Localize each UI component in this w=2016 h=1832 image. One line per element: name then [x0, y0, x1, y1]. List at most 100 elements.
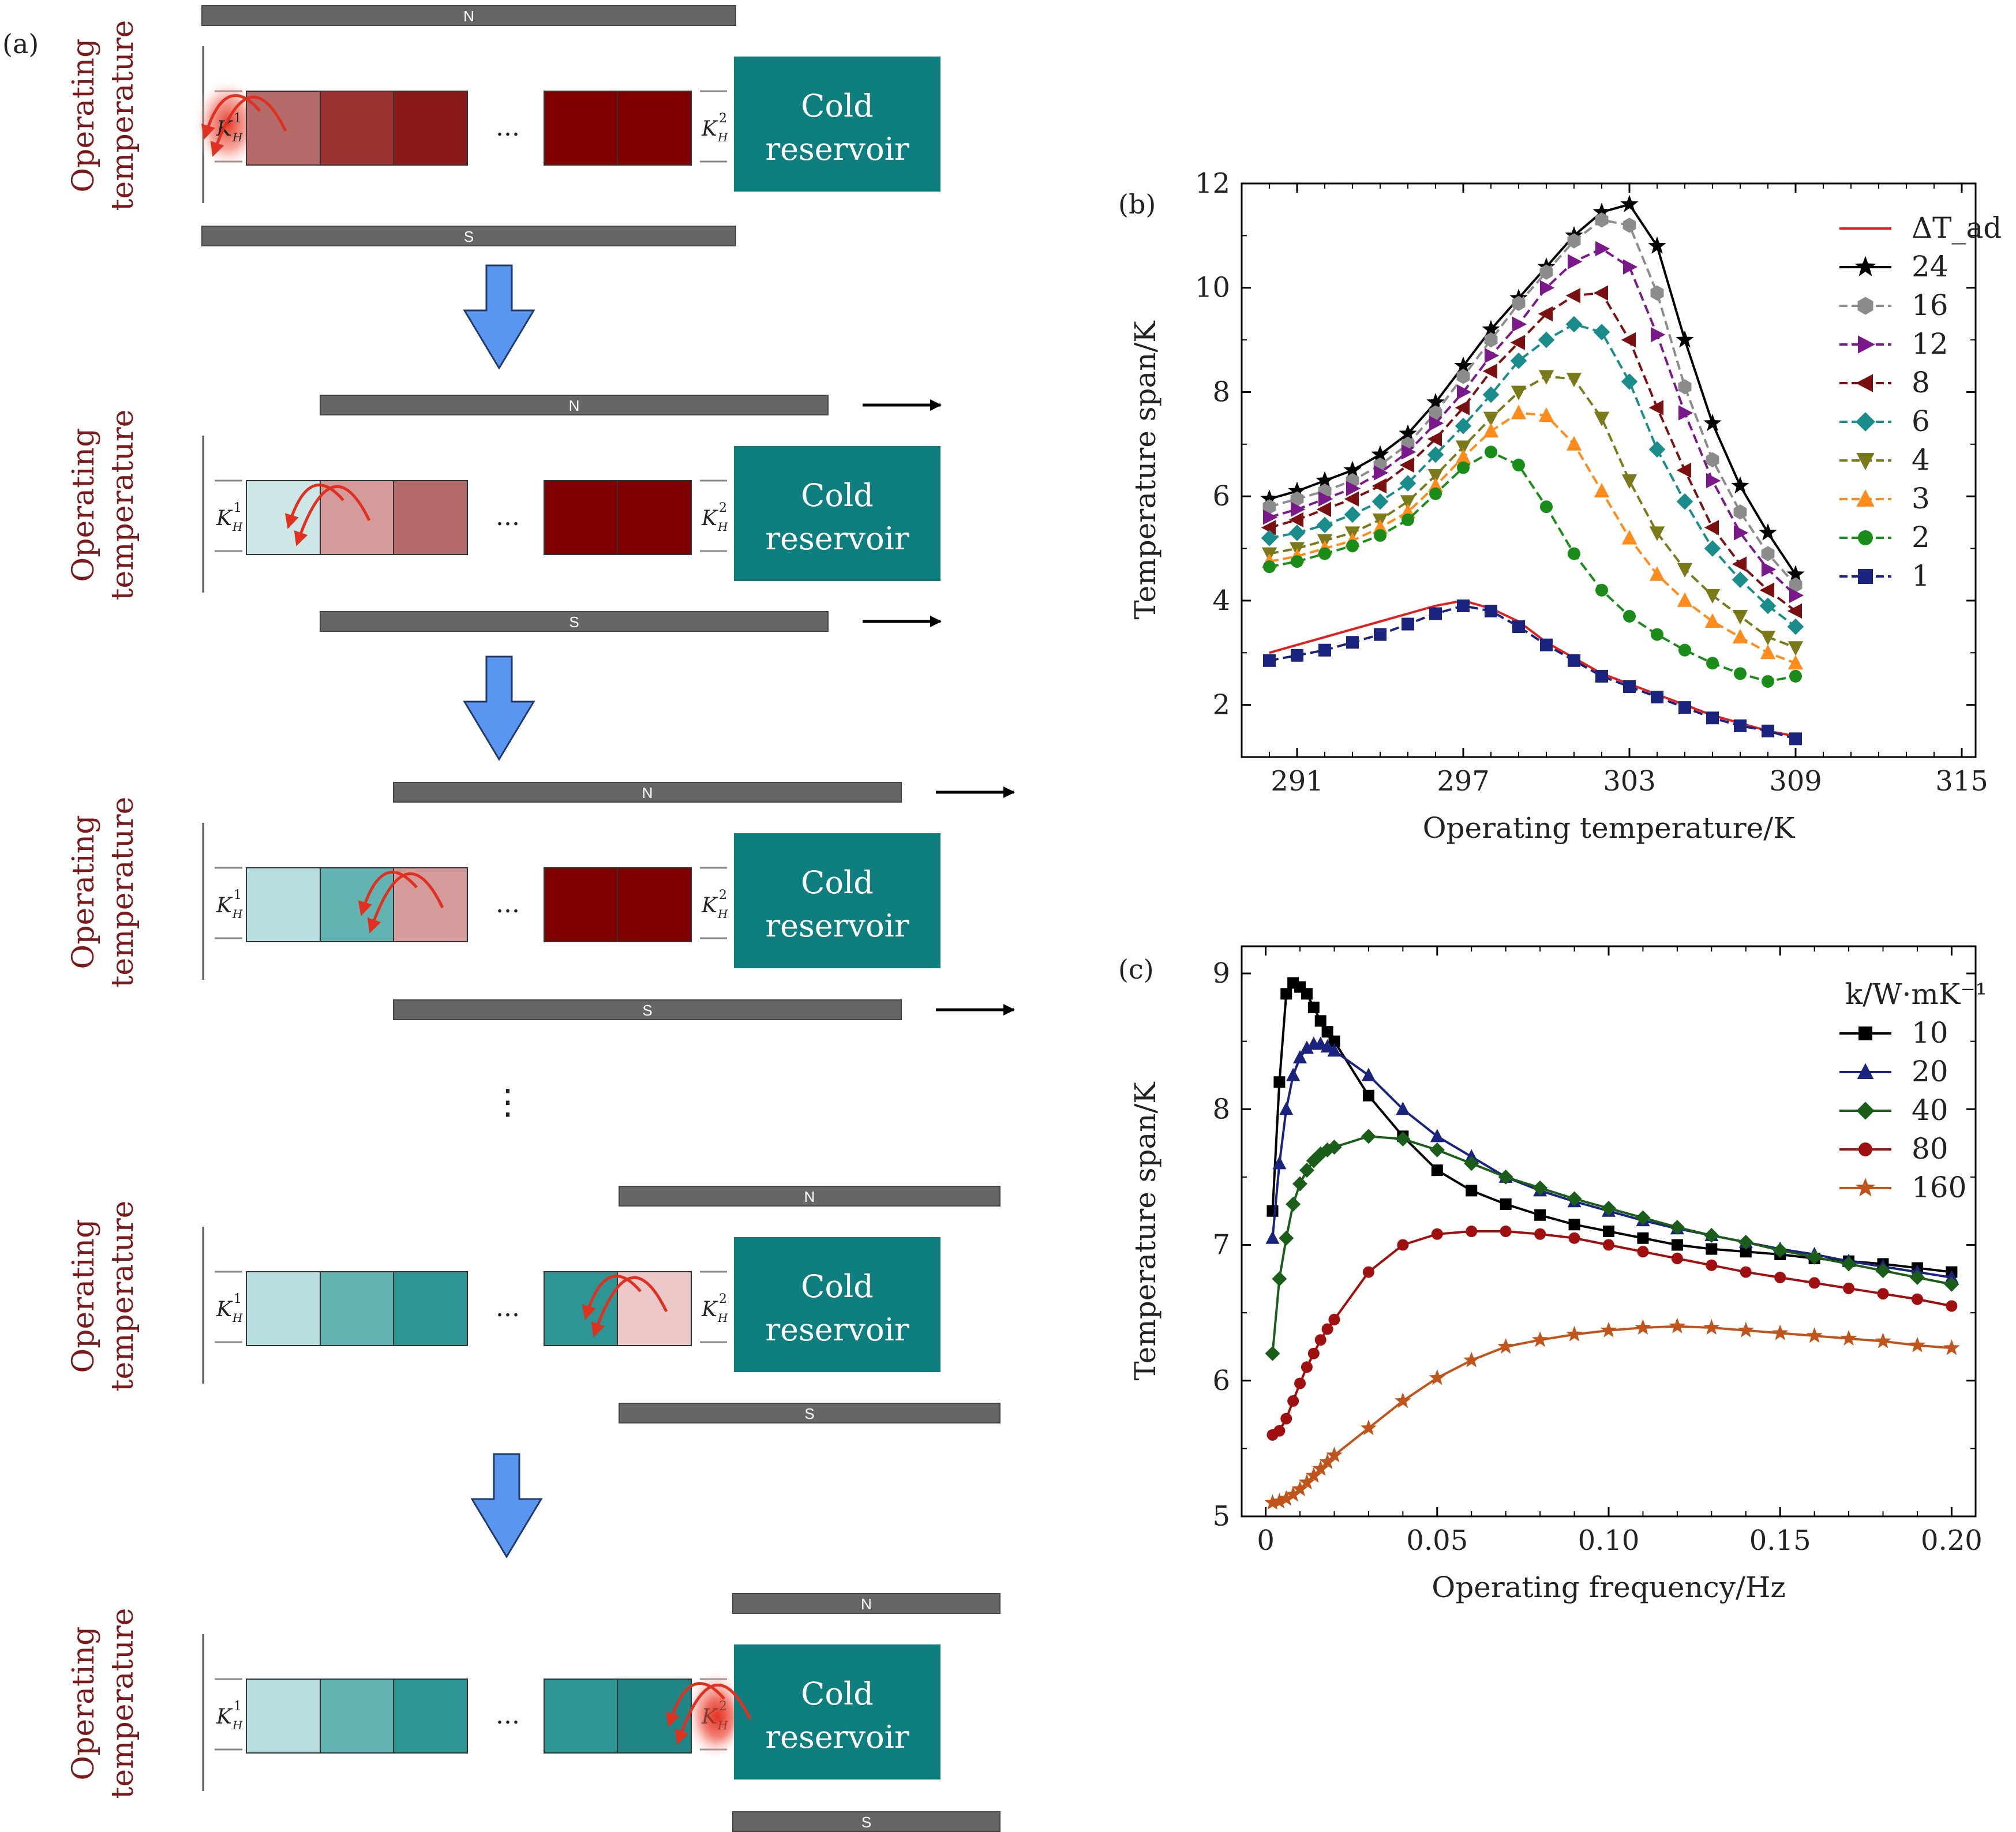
series-6 — [1261, 316, 1804, 635]
data-point — [1531, 1331, 1549, 1347]
panel-c-label: (c) — [1118, 954, 1154, 985]
data-point — [1291, 649, 1303, 662]
data-point — [1399, 457, 1414, 473]
data-point — [1316, 516, 1333, 534]
operating-temperature-label: Operating — [66, 815, 101, 969]
data-point — [1305, 1467, 1322, 1483]
data-point — [1288, 481, 1306, 499]
data-point — [1703, 1319, 1720, 1335]
data-point — [1301, 988, 1313, 1000]
data-point — [1402, 513, 1414, 526]
heat-flow-arrow — [201, 94, 261, 140]
k-right-label: K — [701, 1298, 718, 1321]
data-point — [1344, 491, 1359, 507]
magnet-south-label: S — [861, 1814, 871, 1831]
data-point — [1620, 194, 1639, 212]
data-point — [1637, 1246, 1649, 1258]
k-right-label: K — [701, 507, 718, 530]
data-point — [1455, 400, 1470, 415]
operating-temperature-label: temperature — [106, 20, 140, 211]
data-point — [1856, 412, 1875, 432]
k-right-sub: H — [717, 130, 728, 144]
data-point — [1648, 441, 1666, 458]
data-point — [1732, 556, 1747, 572]
data-point — [1307, 1001, 1320, 1013]
data-point — [1263, 654, 1276, 667]
data-point — [1265, 1230, 1280, 1244]
y-tick-label: 8 — [1212, 1093, 1230, 1125]
process-arrow-down — [463, 655, 535, 761]
data-point — [1314, 1015, 1326, 1027]
cold-reservoir-label: Cold — [801, 1268, 874, 1305]
data-point — [1271, 1493, 1288, 1509]
data-point — [1264, 1494, 1281, 1510]
data-point — [1371, 445, 1389, 463]
data-point — [1677, 592, 1693, 607]
data-point — [1430, 1129, 1444, 1142]
data-point — [1877, 1288, 1889, 1300]
data-point — [1568, 654, 1580, 667]
operating-temperature-label: temperature — [106, 1608, 140, 1799]
y-tick-label: 6 — [1212, 480, 1230, 512]
series-2 — [1263, 445, 1802, 688]
data-point — [1272, 1271, 1287, 1287]
regenerator-cell — [320, 480, 395, 555]
data-point — [1704, 589, 1721, 604]
data-point — [1326, 1447, 1343, 1463]
data-point — [1534, 1209, 1546, 1221]
magnet-south-label: S — [464, 228, 474, 245]
data-point — [1280, 1413, 1292, 1425]
legend-entry: 16 — [1839, 289, 1948, 322]
data-point — [1374, 628, 1387, 641]
data-point — [1427, 469, 1444, 484]
data-point — [1731, 476, 1749, 494]
series-line — [1269, 203, 1797, 575]
data-point — [1457, 384, 1472, 400]
data-point — [1843, 1282, 1855, 1294]
data-point — [1395, 1392, 1411, 1408]
data-point — [1566, 372, 1582, 388]
regenerator-cell — [544, 1271, 619, 1346]
vertical-ellipsis: ⋮ — [490, 1082, 525, 1122]
data-point — [1651, 327, 1666, 343]
data-point — [1316, 501, 1331, 517]
legend-label: 3 — [1912, 482, 1930, 515]
magnet-south-label: S — [804, 1405, 814, 1422]
regenerator-cell — [320, 91, 395, 166]
k-right-sup: 2 — [719, 111, 727, 126]
data-point — [1314, 1334, 1326, 1346]
heat-flow-arrow — [665, 1682, 725, 1728]
cycle-stage: OperatingtemperatureK1HK2H...Coldreservo… — [66, 1593, 1000, 1832]
magnet-south-label: S — [642, 1002, 652, 1019]
x-tick-label: 297 — [1437, 765, 1490, 797]
data-point — [1485, 348, 1500, 364]
cold-reservoir — [734, 446, 940, 581]
data-point — [1265, 1346, 1280, 1361]
data-point — [1482, 386, 1500, 403]
data-point — [1568, 254, 1583, 269]
legend-entry: 4 — [1839, 443, 1930, 477]
magnet-north-label: N — [569, 397, 580, 414]
data-point — [1706, 1259, 1718, 1271]
data-point — [1621, 530, 1637, 545]
data-point — [1427, 431, 1442, 447]
data-point — [1538, 331, 1555, 349]
data-point — [1318, 643, 1331, 657]
series-line — [1269, 291, 1797, 612]
data-point — [1595, 583, 1608, 597]
legend-label: 24 — [1912, 250, 1948, 283]
data-point — [1327, 1043, 1341, 1057]
data-point — [1651, 628, 1663, 641]
data-point — [1328, 1313, 1340, 1325]
data-point — [1732, 610, 1748, 625]
data-point — [1293, 1050, 1307, 1063]
legend-label: 2 — [1912, 520, 1930, 554]
data-point — [1426, 393, 1445, 410]
data-point — [1372, 493, 1389, 510]
data-point — [1568, 1232, 1580, 1244]
data-point — [1427, 477, 1444, 493]
x-axis-label: Operating temperature/K — [1423, 811, 1796, 845]
data-point — [1299, 1040, 1314, 1054]
data-point — [1704, 613, 1721, 628]
